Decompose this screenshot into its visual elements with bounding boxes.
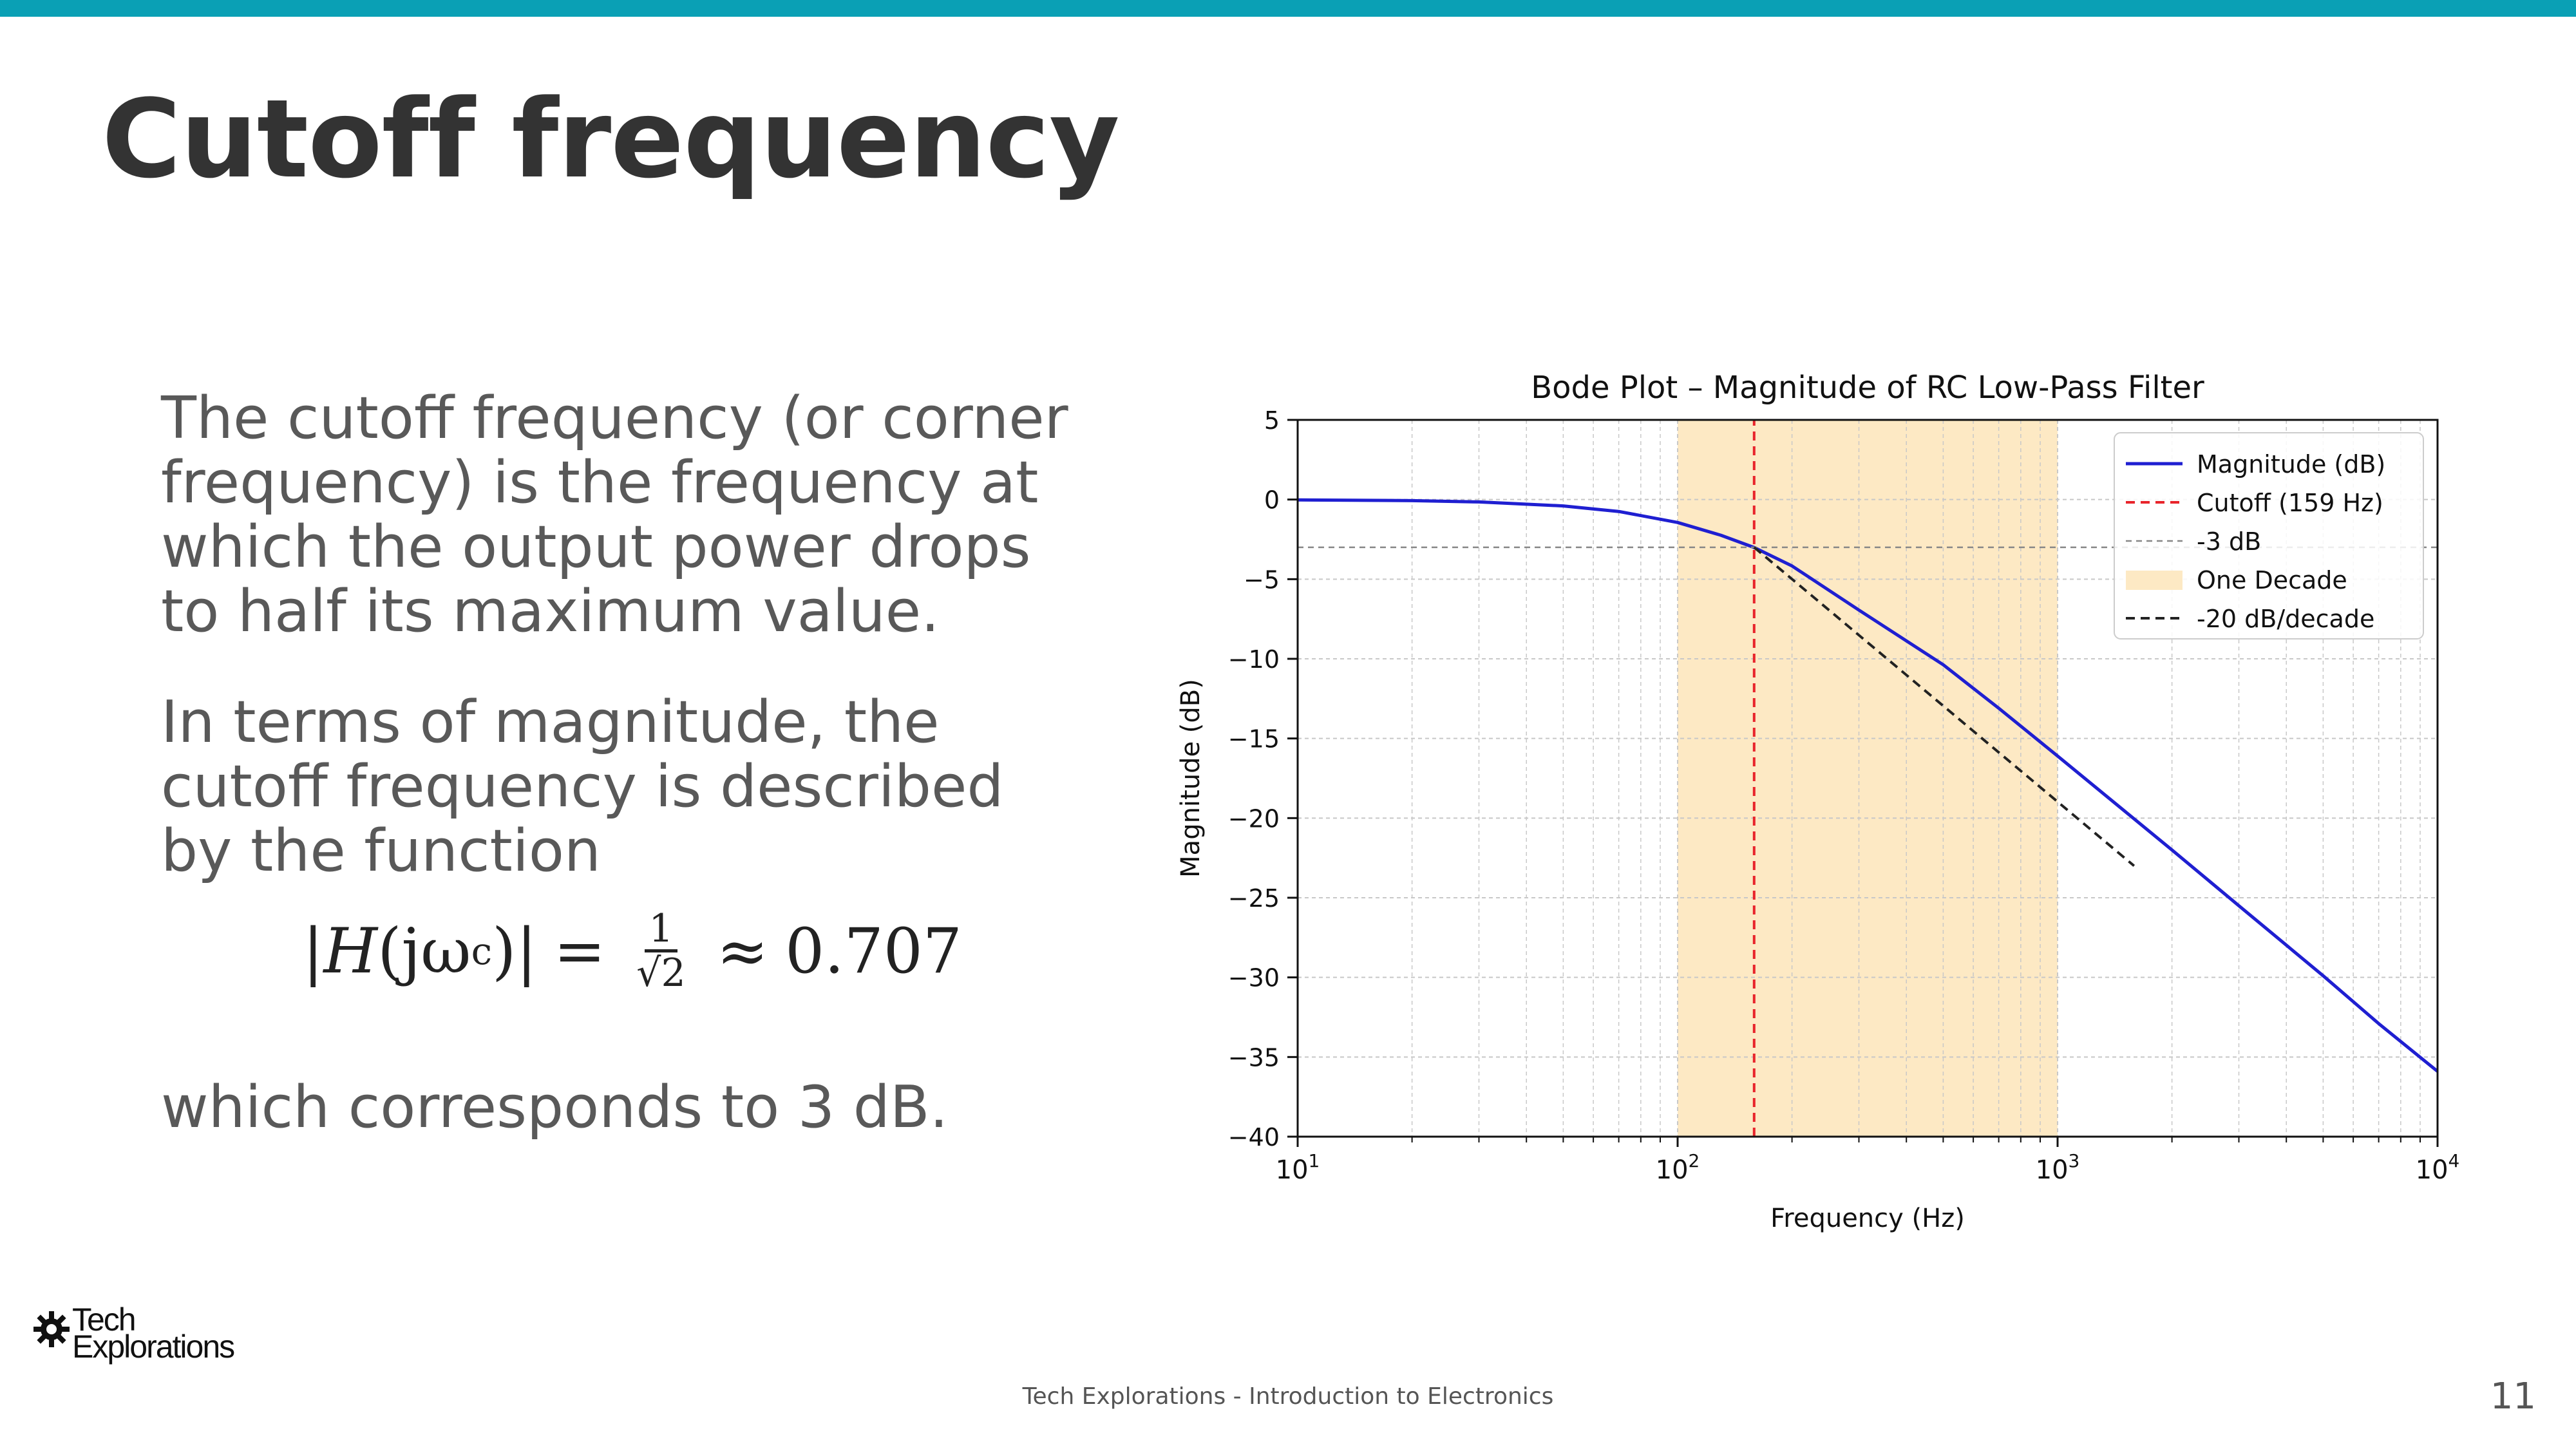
logo-line-2: Explorations: [72, 1329, 235, 1365]
x-tick-exponent: 2: [1689, 1150, 1700, 1171]
logo-line-1: Tech: [72, 1302, 137, 1338]
paragraph-3db: which corresponds to 3 dB.: [161, 1074, 949, 1141]
y-tick-label: 5: [1264, 406, 1280, 435]
formula-denominator: √2: [636, 951, 686, 996]
paragraph-magnitude: In terms of magnitude, the cutoff freque…: [161, 688, 1004, 885]
y-tick-label: −35: [1228, 1043, 1280, 1072]
x-tick-base: 10: [1656, 1155, 1689, 1185]
page-number: 11: [2490, 1376, 2536, 1417]
x-axis-label: Frequency (Hz): [1770, 1204, 1965, 1233]
x-tick-base: 10: [2036, 1155, 2069, 1185]
x-tick-label: 101: [1276, 1150, 1320, 1185]
formula-h: H: [323, 914, 378, 987]
legend-label: Magnitude (dB): [2197, 450, 2385, 478]
y-tick-label: −5: [1244, 565, 1280, 594]
y-tick-label: −20: [1228, 804, 1280, 833]
y-tick-label: −30: [1228, 964, 1280, 992]
y-tick-label: 0: [1264, 486, 1280, 515]
tech-explorations-logo: Tech Explorations: [32, 1302, 264, 1370]
legend-label: One Decade: [2197, 566, 2347, 594]
legend-label: -3 dB: [2197, 527, 2261, 556]
formula-args: (jω: [377, 914, 471, 987]
formula-subscript: c: [471, 929, 493, 973]
legend-box: [2114, 432, 2424, 639]
one-decade-band: [1678, 420, 2058, 1137]
y-tick-label: −25: [1228, 884, 1280, 913]
legend-label: -20 dB/decade: [2197, 605, 2374, 633]
x-tick-base: 10: [1276, 1155, 1309, 1185]
formula-fraction: 1 √2: [636, 908, 685, 994]
formula-approx: ≈: [716, 914, 769, 987]
y-tick-label: −15: [1228, 725, 1280, 753]
x-tick-exponent: 4: [2448, 1150, 2460, 1171]
x-tick-exponent: 3: [2069, 1150, 2080, 1171]
series-line-3: [1753, 546, 2136, 867]
x-tick-label: 104: [2416, 1150, 2460, 1185]
formula-numerator: 1: [645, 908, 677, 952]
x-tick-base: 10: [2416, 1155, 2448, 1185]
formula-abs-open: |: [303, 914, 324, 987]
cutoff-formula: | H (jω c )| = 1 √2 ≈ 0.707: [303, 908, 962, 994]
x-tick-exponent: 1: [1309, 1150, 1320, 1171]
formula-equals: =: [553, 914, 606, 987]
x-tick-label: 103: [2036, 1150, 2080, 1185]
legend-label: Cutoff (159 Hz): [2197, 489, 2383, 517]
bode-plot-svg: 101 102 103 10450−5−10−15−20−25−30−35−40Bod…: [1176, 370, 2460, 1233]
logo-text: Tech Explorations: [72, 1302, 235, 1365]
footer-text: Tech Explorations - Introduction to Elec…: [1022, 1383, 1554, 1410]
formula-value: 0.707: [785, 914, 962, 987]
bode-plot: 101 102 103 104 5 0 −5 −10 −15 −20 −25 −30 −35 −40 Bod…: [1159, 361, 2479, 1243]
gear-icon: [33, 1311, 70, 1347]
y-tick-label: −10: [1228, 645, 1280, 674]
x-tick-label: 102: [1656, 1150, 1700, 1185]
y-tick-label: −40: [1228, 1123, 1280, 1151]
series-line-0: [1297, 498, 2439, 1073]
formula-abs-close: )|: [492, 914, 537, 987]
chart-title: Bode Plot – Magnitude of RC Low-Pass Fil…: [1531, 370, 2204, 406]
slide-title: Cutoff frequency: [102, 76, 1120, 202]
accent-bar: [0, 0, 2576, 17]
paragraph-definition: The cutoff frequency (or corner frequenc…: [161, 384, 1068, 645]
plot-frame: [1296, 419, 2439, 1138]
legend-swatch-band: [2126, 571, 2183, 590]
y-axis-label: Magnitude (dB): [1176, 679, 1206, 878]
